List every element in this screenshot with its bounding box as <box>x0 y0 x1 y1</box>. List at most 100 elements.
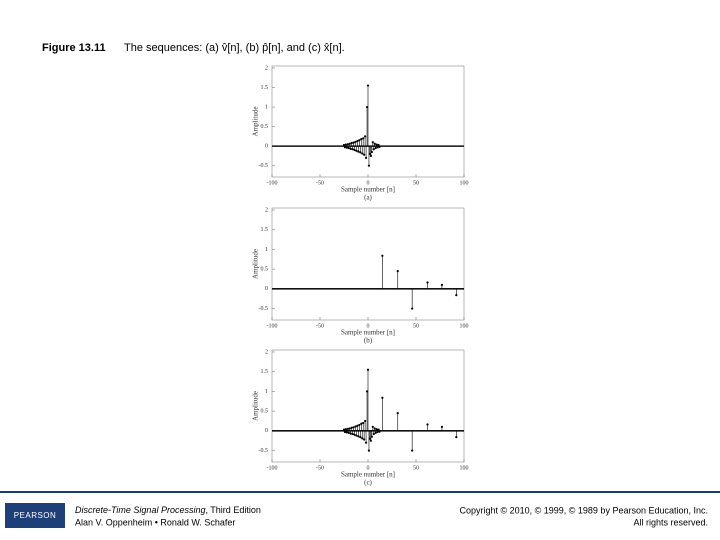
stem-marker <box>355 149 358 152</box>
y-tick-label: 0 <box>265 428 268 434</box>
subtitle: (c) <box>364 479 372 487</box>
stem-marker <box>349 432 352 435</box>
stem-marker <box>342 143 346 147</box>
stem-marker <box>366 368 370 371</box>
y-tick-label: 2 <box>265 207 268 213</box>
stem-marker <box>355 434 358 437</box>
y-tick-label: 1 <box>265 247 268 253</box>
stem-marker <box>369 154 372 157</box>
stem-marker <box>352 141 355 144</box>
x-tick-label: -100 <box>267 180 278 186</box>
stem-marker <box>366 84 370 87</box>
stem-marker <box>351 432 354 436</box>
x-tick-label: 50 <box>413 323 419 329</box>
x-tick-label: 0 <box>367 180 370 186</box>
y-tick-label: 0 <box>265 143 268 149</box>
stem-marker <box>362 421 365 425</box>
x-axis-label: Sample number [n] <box>341 186 395 194</box>
stem-marker <box>354 425 357 428</box>
y-axis-label: Amplitude <box>252 249 260 279</box>
x-tick-label: -100 <box>267 323 278 329</box>
stem-marker <box>411 449 414 452</box>
logo: PEARSON <box>14 511 57 520</box>
stem-marker <box>358 423 361 427</box>
stem-marker <box>376 430 379 434</box>
stem-marker <box>348 142 351 145</box>
stem-marker <box>378 145 381 149</box>
y-tick-label: 1.5 <box>261 369 269 375</box>
subtitle: (a) <box>364 194 372 202</box>
stem-marker <box>364 419 367 423</box>
stem-marker <box>373 142 376 145</box>
y-tick-label: 0.5 <box>261 124 269 130</box>
stem-marker <box>351 148 354 151</box>
stem-marker <box>356 424 359 427</box>
stem-marker <box>377 428 380 431</box>
plot-frame <box>271 207 465 321</box>
stem-marker <box>365 390 369 393</box>
stem-marker <box>375 428 378 431</box>
stem-marker <box>367 449 371 452</box>
stem-marker <box>365 105 369 109</box>
stem-marker <box>370 150 373 154</box>
x-tick-label: 50 <box>413 465 419 471</box>
y-tick-label: 1.5 <box>261 227 269 233</box>
x-tick-label: 100 <box>460 465 469 471</box>
y-tick-label: 1.5 <box>261 85 269 91</box>
edition: , Third Edition <box>205 505 260 515</box>
stem-marker <box>353 148 356 152</box>
x-tick-label: 100 <box>460 180 469 186</box>
y-axis-label: Amplitude <box>252 107 260 137</box>
stem-marker <box>371 425 374 429</box>
stem-marker <box>411 307 414 310</box>
stem-marker <box>345 431 348 434</box>
stem-marker <box>372 148 375 151</box>
book-line: Discrete-Time Signal Processing, Third E… <box>75 505 261 515</box>
logo-box <box>5 503 65 528</box>
stem-marker <box>358 139 361 142</box>
stem-marker <box>426 423 429 426</box>
x-axis-label: Sample number [n] <box>341 329 395 337</box>
stem-marker <box>364 441 368 444</box>
stem-marker <box>369 439 372 442</box>
copyright: Copyright © 2010, © 1999, © 1989 by Pear… <box>459 505 708 515</box>
stem-marker <box>357 150 360 153</box>
stem-marker <box>360 137 363 141</box>
stem-marker <box>344 143 348 146</box>
y-tick-label: 0 <box>265 286 268 292</box>
stem-marker <box>377 143 380 147</box>
stem-marker <box>440 283 444 287</box>
stem-marker <box>356 139 359 143</box>
y-tick-label: 0.5 <box>261 409 269 415</box>
stem-marker <box>363 438 366 441</box>
stem-marker <box>375 143 378 146</box>
stem-marker <box>349 147 352 150</box>
x-axis-label: Sample number [n] <box>341 471 395 479</box>
x-tick-label: 0 <box>367 323 370 329</box>
x-tick-label: -100 <box>267 465 278 471</box>
authors: Alan V. Oppenheim • Ronald W. Schafer <box>75 517 235 527</box>
stem-marker <box>352 426 355 429</box>
book-title: Discrete-Time Signal Processing <box>75 505 205 515</box>
stem-marker <box>368 437 372 440</box>
stem-marker <box>455 294 458 297</box>
y-tick-label: -0.5 <box>259 306 269 312</box>
stem-marker <box>381 396 384 399</box>
stem-marker <box>376 146 379 149</box>
stem-marker <box>368 152 372 156</box>
stem-marker <box>455 436 458 439</box>
stem-marker <box>342 428 346 431</box>
x-tick-label: -50 <box>316 180 324 186</box>
stem-marker <box>363 153 366 156</box>
stem-marker <box>362 137 365 140</box>
stem-marker <box>371 141 374 144</box>
stem-marker <box>345 146 348 149</box>
y-tick-label: -0.5 <box>259 163 269 169</box>
stem-marker <box>426 281 429 284</box>
y-tick-label: 2 <box>265 65 268 71</box>
x-tick-label: 50 <box>413 180 419 186</box>
stem-marker <box>440 425 444 429</box>
stem-marker <box>344 428 348 431</box>
